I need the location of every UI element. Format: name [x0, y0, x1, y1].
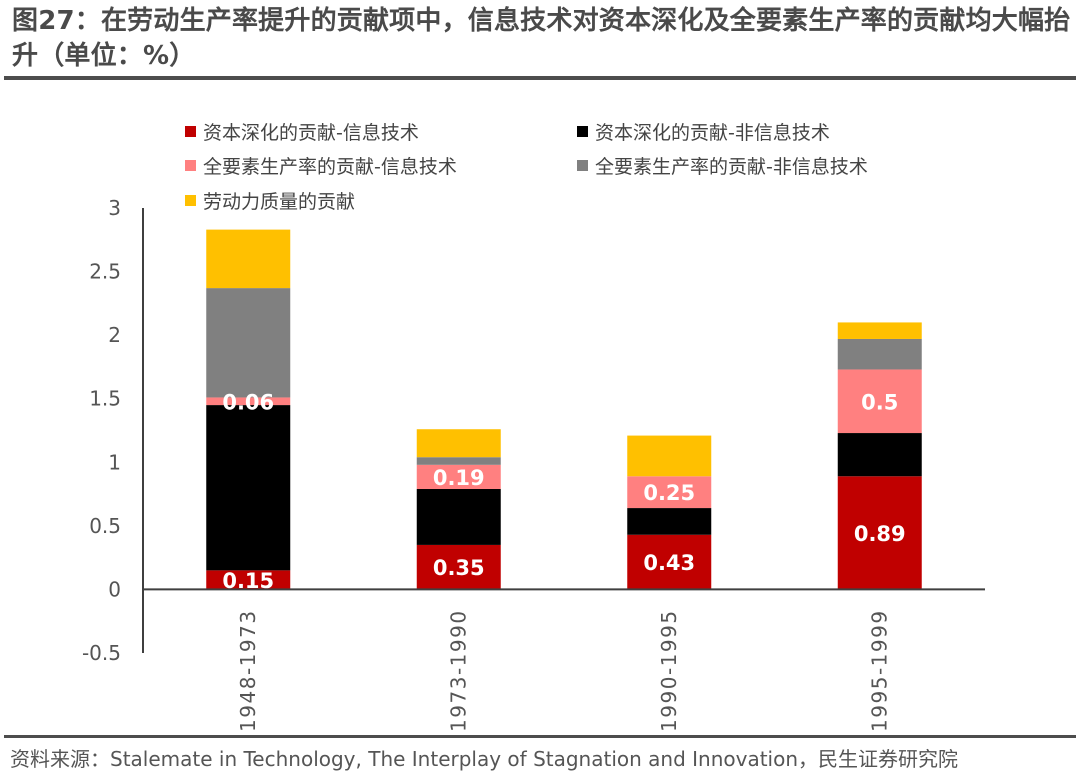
footer-divider [4, 735, 1076, 738]
data-label: 0.89 [854, 522, 906, 546]
chart-title: 图27：在劳动生产率提升的贡献项中，信息技术对资本深化及全要素生产率的贡献均大幅… [12, 6, 1071, 71]
legend-label: 劳动力质量的贡献 [203, 191, 356, 213]
x-axis-ticks: 1948-1973 1973-1990 1990-1995 1995-1999 [236, 609, 892, 732]
y-tick-label: 1 [108, 450, 121, 474]
bar-segment [837, 433, 922, 477]
bar-segment [416, 457, 501, 465]
legend-item-tfp-nonit: 全要素生产率的贡献-非信息技术 [577, 152, 868, 179]
legend-label: 资本深化的贡献-信息技术 [203, 122, 419, 144]
legend-swatch [185, 160, 196, 171]
bar-segment [627, 435, 712, 477]
data-label: 0.25 [643, 481, 695, 505]
bar-segment [206, 229, 291, 289]
legend-item-capital-nonit: 资本深化的贡献-非信息技术 [577, 118, 830, 145]
title-divider [4, 76, 1076, 80]
data-label: 0.19 [433, 466, 485, 490]
bar-segment [416, 544, 501, 590]
legend-swatch [577, 160, 588, 171]
bar-segment [416, 464, 501, 489]
legend-label: 全要素生产率的贡献-信息技术 [203, 156, 457, 178]
legend-label: 全要素生产率的贡献-非信息技术 [595, 156, 868, 178]
y-tick-label: 0 [108, 577, 121, 601]
bar-segment [837, 369, 922, 434]
legend-swatch [185, 126, 196, 137]
y-tick-label: 0.5 [89, 514, 121, 538]
y-tick-label: 2 [108, 323, 121, 347]
bars [206, 229, 922, 590]
legend-swatch [185, 195, 196, 206]
bar-segment [627, 476, 712, 509]
y-tick-label: -0.5 [82, 641, 121, 665]
legend-item-capital-it: 资本深化的贡献-信息技术 [185, 118, 419, 145]
legend-item-tfp-it: 全要素生产率的贡献-信息技术 [185, 152, 457, 179]
bar-segment [416, 429, 501, 458]
y-axis-ticks: -0.5 0 0.5 1 1.5 2 2.5 3 [82, 196, 121, 665]
x-tick-label: 1995-1999 [868, 609, 892, 732]
data-label: 0.5 [861, 390, 898, 414]
bar-segment [206, 288, 291, 398]
y-tick-label: 1.5 [89, 387, 121, 411]
source-note: 资料来源：Stalemate in Technology, The Interp… [10, 747, 959, 771]
bar-segment [206, 397, 291, 406]
data-label: 0.35 [433, 556, 485, 580]
y-tick-label: 2.5 [89, 260, 121, 284]
bar-segment [206, 405, 291, 571]
y-tick-label: 3 [108, 196, 121, 220]
x-tick-label: 1973-1990 [447, 609, 471, 732]
legend-swatch [577, 126, 588, 137]
data-label: 0.43 [643, 551, 695, 575]
x-tick-label: 1990-1995 [657, 609, 681, 732]
bar-segment [206, 570, 291, 590]
x-tick-label: 1948-1973 [236, 609, 260, 732]
bar-segment [627, 508, 712, 535]
data-label: 0.06 [222, 390, 274, 414]
bar-segment [837, 338, 922, 370]
data-labels: 0.150.060.350.190.430.250.890.5 [222, 390, 905, 593]
bar-segment [837, 476, 922, 590]
legend-label: 资本深化的贡献-非信息技术 [595, 122, 830, 144]
bar-segment [627, 534, 712, 590]
legend-item-labor-quality: 劳动力质量的贡献 [185, 187, 355, 214]
bar-segment [416, 488, 501, 545]
bar-segment [837, 322, 922, 339]
